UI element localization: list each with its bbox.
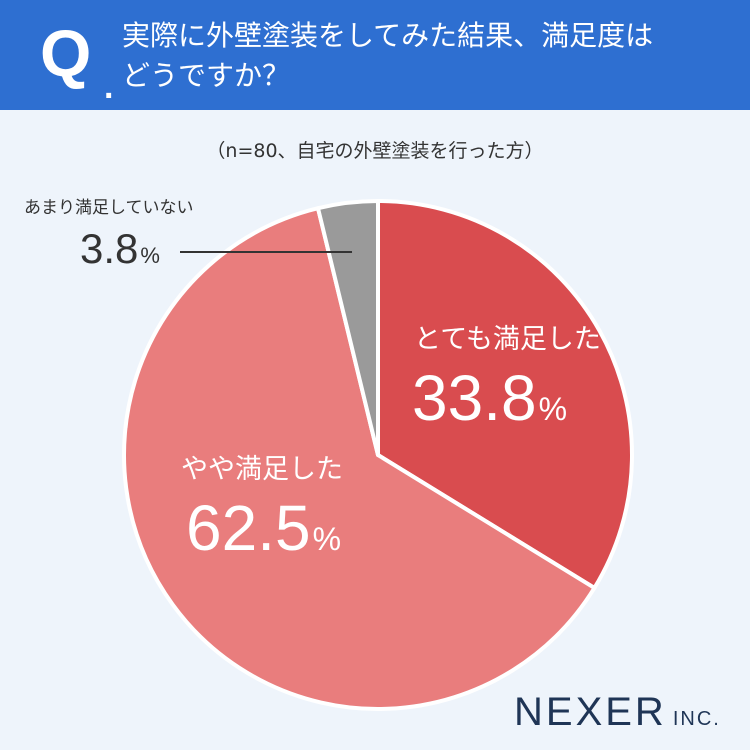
slice-value-2-unit: %: [312, 521, 342, 557]
pie-slice-3: [315, 199, 380, 457]
slice-value-1: 33.8%: [412, 366, 567, 430]
slice-value-1-number: 33.8: [412, 362, 537, 434]
sample-note: （n=80、自宅の外壁塗装を行った方）: [206, 140, 544, 162]
question-header: Q . 実際に外壁塗装をしてみた結果、満足度は どうですか？: [0, 0, 750, 110]
pie-slice-2: [122, 206, 597, 711]
slice-label-1: とても満足した: [414, 324, 601, 355]
nexer-logo: NEXER INC.: [514, 692, 721, 732]
slice-label-2: やや満足した: [181, 454, 343, 485]
logo-main: NEXER: [514, 690, 667, 734]
slice-value-2: 62.5%: [186, 496, 341, 560]
question-line-2: どうですか？: [122, 59, 291, 92]
slice-value-2-number: 62.5: [186, 492, 311, 564]
q-letter: Q: [40, 16, 92, 90]
logo-sub: INC.: [672, 708, 721, 730]
q-dot: .: [104, 68, 114, 106]
slice-label-3: あまり満足していない: [24, 198, 194, 218]
slice-value-3-unit: %: [140, 243, 160, 268]
question-line-1: 実際に外壁塗装をしてみた結果、満足度は: [122, 19, 654, 52]
pie-slice-1: [376, 199, 634, 590]
slice-value-3-number: 3.8: [80, 225, 139, 272]
slice-value-3: 3.8%: [80, 228, 160, 270]
slice-value-1-unit: %: [538, 391, 568, 427]
